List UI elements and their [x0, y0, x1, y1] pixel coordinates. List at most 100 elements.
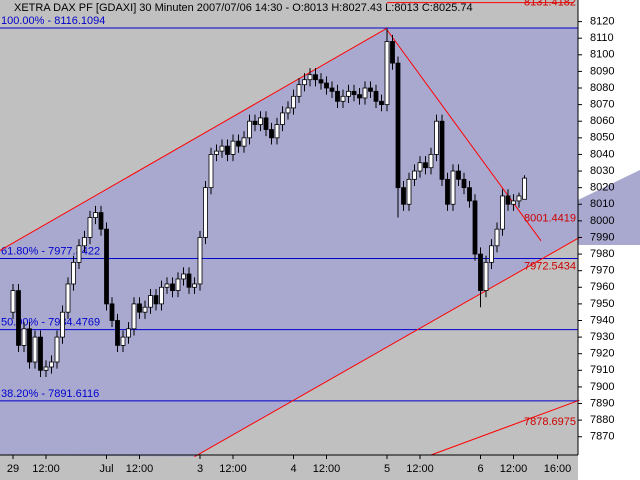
candle-body [192, 283, 197, 288]
candle-body [16, 290, 21, 346]
x-tick-label: 12:00 [406, 463, 434, 475]
x-tick-label: 12:00 [500, 463, 528, 475]
y-tick-label: 7980 [590, 248, 614, 260]
candle-body [230, 140, 236, 155]
channel-line [0, 27, 388, 251]
candle-body [87, 217, 93, 238]
candle-body [445, 178, 450, 205]
candle-body [434, 120, 439, 155]
y-tick-label: 7910 [590, 364, 614, 376]
candle-body [252, 120, 258, 125]
candle-body [357, 94, 362, 99]
candle-body [313, 74, 318, 81]
candle-body [280, 112, 285, 125]
x-tick-label: 12:00 [32, 463, 60, 475]
x-tick-label: 12:00 [219, 463, 247, 475]
candle-body [164, 283, 170, 288]
y-tick-label: 7990 [590, 231, 614, 243]
candle-body [148, 295, 153, 308]
candle-body [142, 306, 148, 313]
y-tick-label: 7880 [590, 414, 614, 426]
candle-body [362, 87, 368, 99]
candle-body [120, 336, 126, 346]
candle-body [335, 90, 340, 102]
candle-body [395, 62, 401, 189]
candle-body [82, 237, 87, 247]
y-tick-label: 7940 [590, 314, 614, 326]
candle-body [373, 90, 379, 102]
candle-body [159, 286, 164, 305]
trendline-label: 7972.5434 [524, 260, 576, 272]
candle-body [390, 41, 395, 64]
candle-body [170, 283, 175, 292]
candle-body [379, 100, 384, 106]
candle-body [406, 178, 412, 205]
y-tick-label: 8020 [590, 182, 614, 194]
candle-body [511, 200, 516, 205]
candle-body [241, 137, 247, 147]
y-tick-label: 7930 [590, 331, 614, 343]
candle-body [181, 273, 186, 280]
candle-body [522, 177, 527, 200]
candle-body [49, 361, 54, 368]
trendline-label: 7878.6975 [524, 416, 576, 428]
y-tick-label: 8000 [590, 215, 614, 227]
candle-body [197, 237, 203, 285]
candle-body [131, 303, 137, 330]
candle-body [258, 117, 263, 125]
y-tick-label: 8070 [590, 99, 614, 111]
candle-body [368, 87, 373, 92]
y-tick-label: 8090 [590, 65, 614, 77]
candle-body [412, 170, 417, 180]
chart-title: XETRA DAX PF [GDAXI] 30 Minuten 2007/07/… [14, 2, 473, 14]
y-tick-label: 7870 [590, 431, 614, 443]
y-tick-label: 7900 [590, 381, 614, 393]
y-tick-label: 8050 [590, 132, 614, 144]
candle-body [423, 162, 428, 169]
candle-body [214, 150, 219, 155]
candle-body [38, 336, 43, 371]
candle-body [27, 328, 32, 363]
candle-body [43, 366, 49, 371]
candle-body [219, 145, 225, 152]
trendline [386, 29, 542, 242]
candle-body [263, 117, 269, 130]
candle-body [456, 170, 461, 180]
candle-body [483, 261, 489, 292]
trendline-label: 8001.4419 [524, 212, 576, 224]
candle-body [175, 278, 181, 292]
candle-body [60, 311, 65, 338]
candle-body [291, 95, 296, 109]
x-tick-label: 6 [477, 463, 483, 475]
candle-body [54, 336, 60, 363]
candle-body [489, 245, 494, 263]
candle-body [401, 187, 406, 205]
y-tick-label: 8100 [590, 49, 614, 61]
x-tick-label: 16:00 [544, 463, 572, 475]
candle-body [126, 328, 131, 338]
y-tick-label: 7970 [590, 265, 614, 277]
candle-body [472, 200, 478, 255]
candle-body [153, 295, 159, 305]
candle-body [307, 74, 313, 81]
candle-body [384, 41, 390, 106]
candle-body [109, 303, 115, 321]
x-tick-label: Jul [99, 463, 113, 475]
candle-body [115, 320, 120, 346]
candle-body [500, 195, 505, 230]
candle-body [21, 328, 27, 346]
fib-label: 38.20% - 7891.6116 [1, 388, 99, 400]
y-tick-label: 8080 [590, 82, 614, 94]
corner-shade [578, 170, 640, 245]
fib-label: 61.80% - 7977.3422 [1, 245, 100, 257]
candle-body [203, 187, 208, 238]
x-tick-label: 5 [384, 463, 390, 475]
candle-body [461, 178, 467, 189]
x-tick-label: 3 [197, 463, 203, 475]
candle-body [10, 290, 16, 313]
trendline [194, 237, 580, 458]
trendline-label: 8131.4182 [524, 0, 576, 9]
candle-body [236, 140, 241, 147]
fib-label: 50.00% - 7934.4769 [1, 317, 100, 329]
candle-body [346, 90, 351, 97]
